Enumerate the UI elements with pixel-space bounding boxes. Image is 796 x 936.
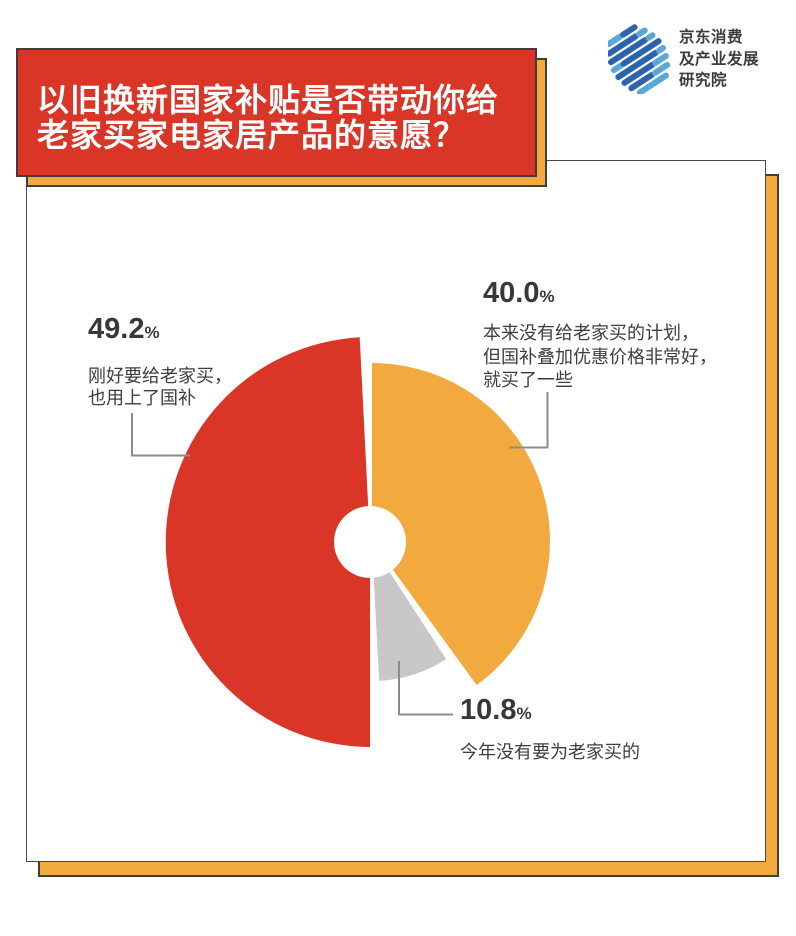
leader-line-right [509, 392, 549, 449]
chart-title-line1: 以旧换新国家补贴是否带动你给 [37, 82, 500, 118]
slice-orange [372, 363, 550, 685]
callout-40-0-label: 本来没有给老家买的计划， 但国补叠加优惠价格非常好， 就买了一些 [483, 323, 717, 390]
jd-logo-text-line3: 研究院 [679, 72, 728, 89]
callout-49-2-value: 49.2% [88, 313, 160, 345]
donut-hole [334, 506, 406, 578]
slice-red [165, 337, 370, 747]
callout-40-0-value: 40.0% [483, 277, 555, 309]
jd-research-logo: 京东消费 及产业发展 研究院 [608, 24, 759, 94]
chart-title-line2: 老家买家电家居产品的意愿？ [37, 117, 467, 153]
jd-logo-stripes-icon [608, 24, 670, 94]
leader-line-left [131, 413, 190, 457]
callout-40-0: 40.0% 本来没有给老家买的计划， 但国补叠加优惠价格非常好， 就买了一些 [483, 278, 717, 393]
callout-10-8: 10.8% 今年没有要为老家买的 [460, 695, 640, 763]
slice-gray [372, 545, 447, 681]
callout-49-2-label: 刚好要给老家买， 也用上了国补 [88, 366, 232, 408]
jd-logo-text: 京东消费 及产业发展 研究院 [679, 27, 759, 92]
chart-title: 以旧换新国家补贴是否带动你给 老家买家电家居产品的意愿？ [16, 48, 537, 177]
jd-logo-text-line1: 京东消费 [679, 29, 744, 46]
leader-line-bottom [398, 661, 453, 716]
callout-49-2: 49.2% 刚好要给老家买， 也用上了国补 [88, 314, 232, 409]
callout-10-8-value: 10.8% [460, 694, 532, 726]
callout-10-8-label: 今年没有要为老家买的 [460, 742, 640, 762]
jd-logo-text-line2: 及产业发展 [679, 50, 760, 68]
